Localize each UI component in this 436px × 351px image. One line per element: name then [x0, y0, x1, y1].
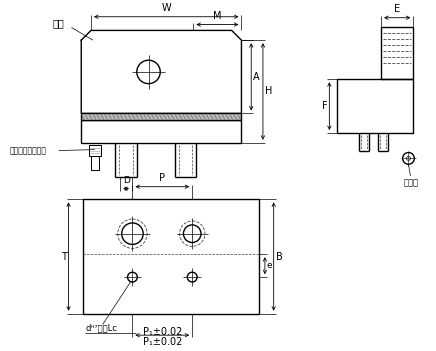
Text: W: W — [161, 3, 171, 13]
Text: 内六角圆柱头螺栓: 内六角圆柱头螺栓 — [10, 146, 47, 155]
Text: 主体: 主体 — [53, 19, 65, 28]
Text: H: H — [265, 86, 272, 97]
Bar — [381, 27, 413, 79]
Text: P: P — [159, 173, 165, 183]
Text: A: A — [253, 72, 260, 82]
Text: E: E — [394, 4, 400, 14]
Bar — [89, 145, 101, 157]
Text: M: M — [213, 11, 221, 21]
Text: dᴴ⁷深度Lc: dᴴ⁷深度Lc — [85, 324, 117, 332]
Text: e: e — [267, 261, 272, 270]
Text: F: F — [321, 101, 327, 111]
Text: P₁±0.02: P₁±0.02 — [143, 327, 182, 337]
Bar — [91, 157, 99, 170]
Bar — [83, 199, 259, 314]
Text: P₁±0.02: P₁±0.02 — [143, 337, 182, 347]
Bar — [81, 113, 242, 120]
Text: 定位销: 定位销 — [404, 178, 419, 187]
Text: B: B — [276, 252, 283, 261]
Text: T: T — [61, 252, 67, 261]
Text: D: D — [123, 176, 129, 185]
Bar — [81, 120, 242, 143]
Bar — [337, 79, 413, 133]
